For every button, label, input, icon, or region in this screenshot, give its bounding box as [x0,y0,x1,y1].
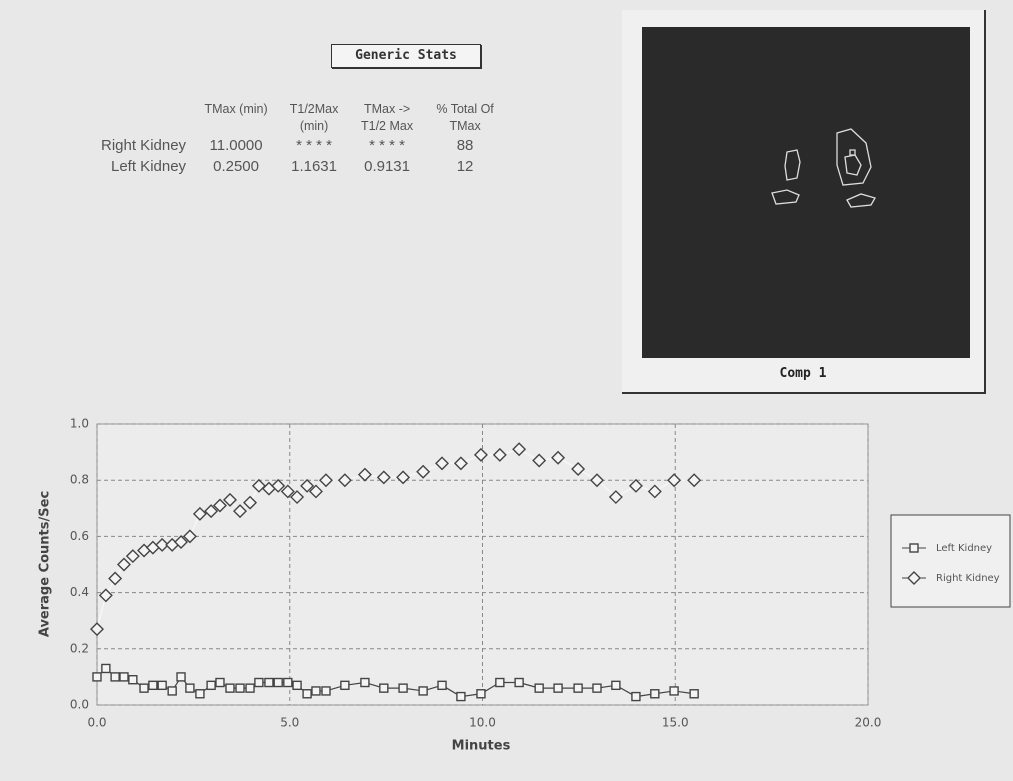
data-point [322,687,330,695]
column-header [95,101,192,135]
data-point [177,673,185,681]
data-point [380,684,388,692]
data-point [149,681,157,689]
x-axis-title: Minutes [452,739,511,754]
image-caption: Comp 1 [622,366,984,381]
data-point [496,679,504,687]
y-tick-label: 1.0 [70,417,89,431]
data-point [554,684,562,692]
x-tick-label: 15.0 [662,716,689,730]
data-point [246,684,254,692]
x-tick-label: 5.0 [280,716,299,730]
stats-cell: * * * * [348,135,426,156]
stats-cell: 1.1631 [280,156,348,177]
data-point [284,679,292,687]
legend-marker [910,544,918,552]
data-point [593,684,601,692]
data-point [196,690,204,698]
image-panel: Comp 1 [622,10,986,394]
y-tick-label: 0.0 [70,698,89,712]
stats-cell: 0.2500 [192,156,280,177]
stats-cell: 88 [426,135,504,156]
y-tick-label: 0.6 [70,529,89,543]
data-point [236,684,244,692]
stats-row: Left Kidney0.25001.16310.913112 [95,156,504,177]
data-point [612,681,620,689]
data-point [226,684,234,692]
data-point [515,679,523,687]
stats-cell: Right Kidney [95,135,192,156]
data-point [207,681,215,689]
data-point [158,681,166,689]
data-point [419,687,427,695]
data-point [93,673,101,681]
data-point [255,679,263,687]
data-point [399,684,407,692]
data-point [216,679,224,687]
legend-label: Right Kidney [936,573,1000,584]
data-point [361,679,369,687]
generic-stats-button[interactable]: Generic Stats [331,44,481,68]
y-tick-label: 0.4 [70,585,89,599]
y-tick-label: 0.2 [70,641,89,655]
data-point [457,693,465,701]
data-point [690,690,698,698]
data-point [120,673,128,681]
scan-image [642,27,970,358]
data-point [265,679,273,687]
data-point [186,684,194,692]
data-point [303,690,311,698]
column-header: TMax -> T1/2 Max [348,101,426,135]
stats-cell: 11.0000 [192,135,280,156]
x-tick-label: 10.0 [469,716,496,730]
data-point [102,664,110,672]
data-point [293,681,301,689]
legend-box [891,515,1010,607]
stats-cell: Left Kidney [95,156,192,177]
data-point [574,684,582,692]
y-axis-title: Average Counts/Sec [38,491,53,637]
data-point [274,679,282,687]
data-point [438,681,446,689]
x-tick-label: 0.0 [87,716,106,730]
data-point [535,684,543,692]
data-point [670,687,678,695]
screen: Minutes Average Counts/Sec 0.0 0.2 0.4 0.6 0… [0,0,1013,781]
data-point [312,687,320,695]
column-header: % Total Of TMax [426,101,504,135]
data-point [632,693,640,701]
column-header: TMax (min) [192,101,280,135]
stats-table: TMax (min)T1/2Max (min)TMax -> T1/2 Max%… [95,101,504,177]
x-tick-label: 20.0 [855,716,882,730]
stats-cell: 12 [426,156,504,177]
y-tick-label: 0.8 [70,473,89,487]
header-row: TMax (min)T1/2Max (min)TMax -> T1/2 Max%… [95,101,504,135]
data-point [477,690,485,698]
stats-cell: * * * * [280,135,348,156]
column-header: T1/2Max (min) [280,101,348,135]
stats-cell: 0.9131 [348,156,426,177]
contours [642,27,970,358]
data-point [140,684,148,692]
data-point [111,673,119,681]
legend-label: Left Kidney [936,543,992,554]
data-point [651,690,659,698]
data-point [341,681,349,689]
data-point [168,687,176,695]
data-point [129,676,137,684]
